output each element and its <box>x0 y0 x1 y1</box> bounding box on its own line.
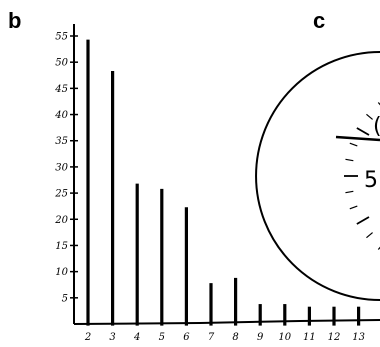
y-tick-label: 10 <box>55 267 68 278</box>
x-tick-label: 10 <box>278 332 291 343</box>
dial-tick <box>356 127 370 136</box>
dial-needle <box>335 135 380 142</box>
panel-letter-c: c <box>313 8 325 33</box>
dial-tick <box>377 246 380 250</box>
y-tick-label: 30 <box>55 162 68 173</box>
x-tick-label: 5 <box>159 332 165 343</box>
x-tick-label: 9 <box>257 332 264 343</box>
panel-letter-b: b <box>8 8 21 33</box>
y-tick-label: 15 <box>55 241 68 252</box>
dial-tick <box>349 142 358 147</box>
y-tick-label: 45 <box>54 84 68 95</box>
y-tick-label: 40 <box>54 110 68 121</box>
x-tick-label: 11 <box>303 332 316 343</box>
dial-tick <box>345 190 354 194</box>
dial-label-partial: ( <box>373 114 380 139</box>
y-tick-label: 35 <box>55 136 68 147</box>
y-tick-label: 55 <box>55 32 68 43</box>
dial-label-5: 5 <box>364 168 378 193</box>
x-tick-label: 12 <box>328 332 341 343</box>
dial-tick <box>345 158 354 162</box>
x-tick-label: 2 <box>84 332 91 343</box>
x-tick-label: 4 <box>133 332 140 343</box>
dial-gauge: 5 ( <box>255 51 380 301</box>
y-tick-label: 50 <box>55 58 68 69</box>
dial-ticks <box>344 102 380 250</box>
dial-tick <box>349 205 358 210</box>
x-tick-label: 7 <box>208 332 215 343</box>
x-tick-label: 8 <box>232 332 238 343</box>
dial-tick <box>366 232 373 239</box>
y-tick-label: 25 <box>54 189 68 200</box>
dial-tick <box>356 216 370 225</box>
x-tick-label: 6 <box>183 332 190 343</box>
dial-tick <box>377 102 380 106</box>
dial-rim <box>255 51 380 301</box>
y-tick-label: 5 <box>62 293 68 304</box>
x-tick-label: 3 <box>109 332 115 343</box>
x-tick-label: 13 <box>352 332 365 343</box>
dial-tick <box>366 113 373 120</box>
y-tick-label: 20 <box>54 215 68 226</box>
